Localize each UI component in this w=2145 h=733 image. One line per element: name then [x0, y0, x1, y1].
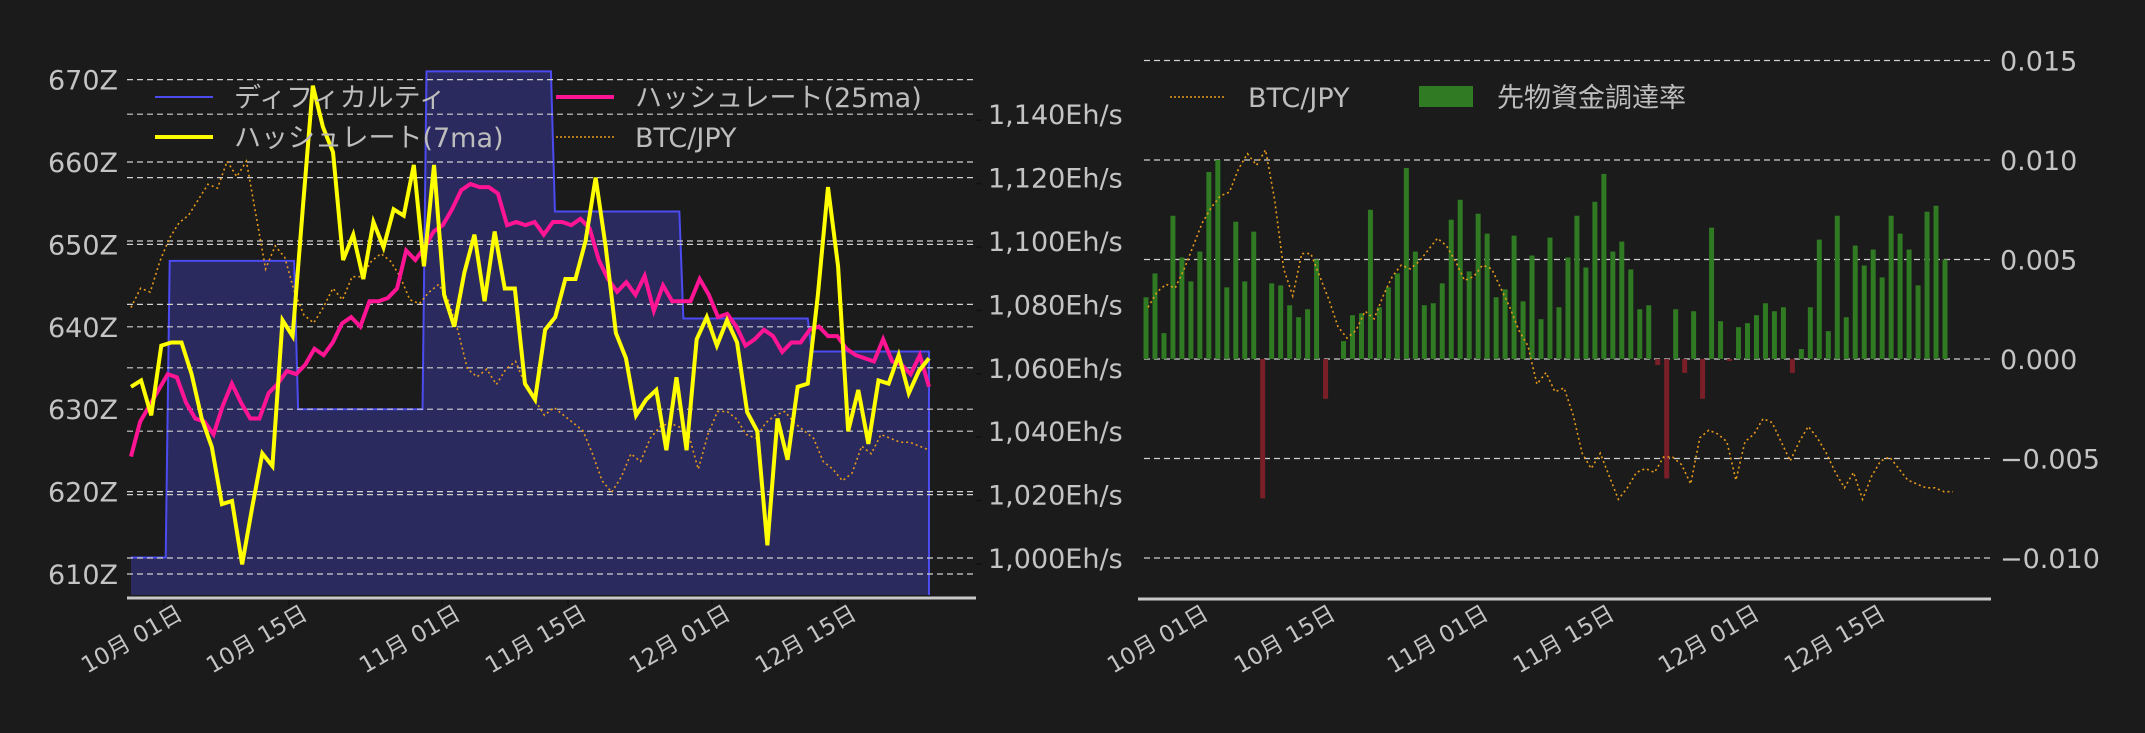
svg-text:0.010: 0.010: [2000, 146, 2077, 177]
svg-text:620Z: 620Z: [48, 478, 118, 509]
svg-text:BTC/JPY: BTC/JPY: [1248, 83, 1350, 114]
svg-text:−0.005: −0.005: [2000, 445, 2100, 476]
left-gridlines: [127, 78, 976, 575]
hashrate-25ma-line: [129, 181, 931, 458]
right-y-axis-rate: 0.015 0.010 0.005 0.000 −0.005 −0.010: [2000, 47, 2100, 576]
svg-text:11月 01日: 11月 01日: [1383, 601, 1493, 679]
svg-text:12月 01日: 12月 01日: [625, 601, 735, 679]
svg-text:0.005: 0.005: [2000, 246, 2077, 277]
left-y-axis-hashrate: 1,000Eh/s 1,020Eh/s 1,040Eh/s 1,060Eh/s 1,08…: [976, 100, 1123, 575]
difficulty-area: [131, 70, 930, 596]
svg-text:1,040Eh/s: 1,040Eh/s: [988, 417, 1123, 448]
svg-text:630Z: 630Z: [48, 395, 118, 426]
svg-text:12月 01日: 12月 01日: [1654, 601, 1764, 679]
svg-text:10月 01日: 10月 01日: [77, 601, 187, 679]
svg-text:先物資金調達率: 先物資金調達率: [1497, 83, 1686, 114]
funding-rate-bars: [1143, 160, 1948, 499]
svg-text:10月 01日: 10月 01日: [1103, 601, 1213, 679]
left-y-axis-difficulty: 610Z 620Z 630Z 640Z 650Z 660Z 670Z: [48, 66, 118, 591]
svg-text:1,060Eh/s: 1,060Eh/s: [988, 354, 1123, 385]
svg-text:12月 15日: 12月 15日: [1780, 601, 1890, 679]
svg-text:BTC/JPY: BTC/JPY: [635, 123, 737, 154]
svg-text:640Z: 640Z: [48, 313, 118, 344]
svg-text:1,120Eh/s: 1,120Eh/s: [988, 164, 1123, 195]
svg-text:10月 15日: 10月 15日: [1230, 601, 1340, 679]
right-x-axis-ticks: 10月 01日 10月 15日 11月 01日 11月 15日 12月 01日 12月 1…: [1103, 601, 1890, 679]
btc-jpy-line-right: [1147, 147, 1953, 502]
btc-jpy-line-left: [130, 159, 930, 494]
svg-text:ハッシュレート(7ma): ハッシュレート(7ma): [234, 123, 504, 154]
svg-text:1,080Eh/s: 1,080Eh/s: [988, 290, 1123, 321]
svg-text:12月 15日: 12月 15日: [751, 601, 861, 679]
svg-text:670Z: 670Z: [48, 66, 118, 97]
svg-text:10月 15日: 10月 15日: [202, 601, 312, 679]
svg-text:0.015: 0.015: [2000, 47, 2077, 78]
left-x-axis-ticks: 10月 01日 10月 15日 11月 01日 11月 15日 12月 01日 12月 1…: [77, 600, 861, 679]
svg-text:11月 15日: 11月 15日: [1509, 601, 1619, 679]
svg-text:ディフィカルティ: ディフィカルティ: [234, 83, 446, 114]
svg-text:0.000: 0.000: [2000, 345, 2077, 376]
right-chart-funding-rate: 0.015 0.010 0.005 0.000 −0.005 −0.010 10月 01日…: [1103, 47, 2100, 680]
hashrate-7ma-line: [129, 85, 931, 565]
svg-text:ハッシュレート(25ma): ハッシュレート(25ma): [635, 83, 922, 114]
right-legend: BTC/JPY 先物資金調達率: [1170, 83, 1686, 114]
svg-text:650Z: 650Z: [48, 230, 118, 261]
svg-text:−0.010: −0.010: [2000, 544, 2100, 575]
svg-text:1,000Eh/s: 1,000Eh/s: [988, 544, 1123, 575]
svg-text:610Z: 610Z: [48, 560, 118, 591]
svg-text:660Z: 660Z: [48, 148, 118, 179]
svg-text:11月 15日: 11月 15日: [481, 601, 591, 679]
svg-text:1,140Eh/s: 1,140Eh/s: [988, 100, 1123, 131]
svg-text:11月 01日: 11月 01日: [355, 601, 465, 679]
svg-text:1,100Eh/s: 1,100Eh/s: [988, 227, 1123, 258]
svg-text:1,020Eh/s: 1,020Eh/s: [988, 481, 1123, 512]
